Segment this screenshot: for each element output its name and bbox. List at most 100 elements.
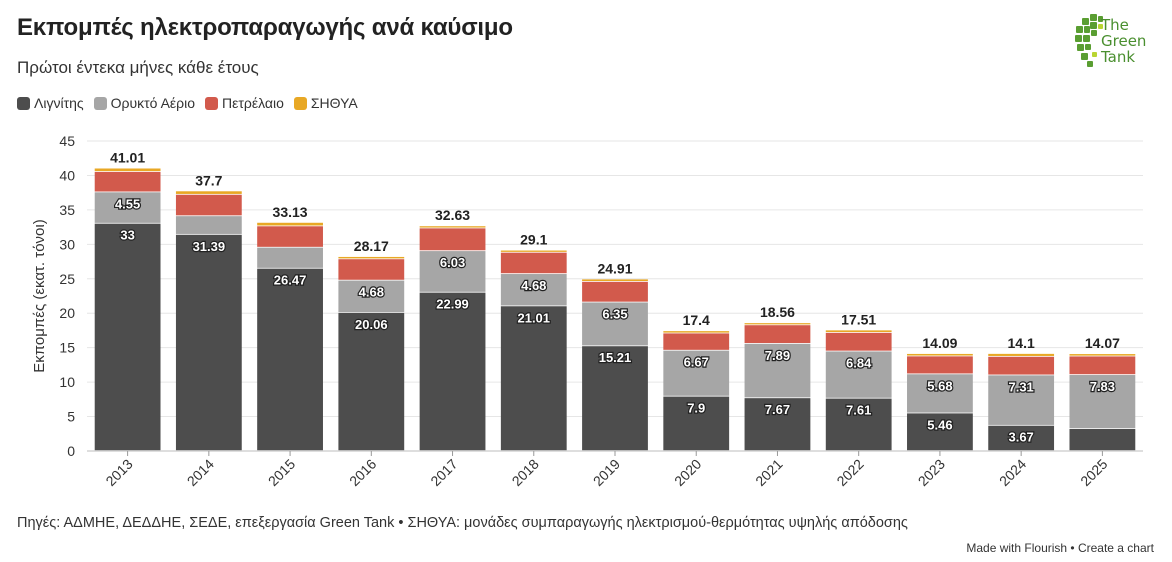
total-label: 37.7	[195, 172, 222, 188]
total-label: 41.01	[110, 149, 145, 165]
bar-segment	[988, 375, 1055, 425]
bar-segment	[825, 330, 892, 333]
bar-segment	[175, 194, 242, 216]
chart-title: Εκπομπές ηλεκτροπαραγωγής ανά καύσιμο	[17, 14, 513, 41]
bar-segment	[338, 259, 405, 280]
segment-label: 7.89	[765, 348, 790, 363]
bar-segment	[94, 171, 161, 192]
x-tick-label: 2022	[833, 456, 866, 489]
bar-segment	[1069, 354, 1136, 356]
segment-label: 7.9	[687, 401, 705, 416]
segment-label: 7.67	[765, 402, 790, 417]
segment-label: 5.68	[927, 378, 952, 393]
legend-item[interactable]: ΣΗΘΥΑ	[293, 95, 358, 111]
bar-segment	[419, 292, 486, 451]
bar-segment	[825, 351, 892, 398]
segment-label: 22.99	[436, 297, 469, 312]
x-tick-label: 2015	[265, 456, 298, 489]
segment-label: 31.39	[193, 239, 226, 254]
bar-segment	[1069, 375, 1136, 429]
bar-segment	[582, 281, 648, 302]
x-tick-label: 2025	[1077, 456, 1110, 489]
bar-segment	[94, 192, 161, 223]
segment-label: 4.55	[115, 196, 140, 211]
x-tick-label: 2023	[915, 456, 948, 489]
x-tick-label: 2018	[509, 456, 542, 489]
segment-label: 4.68	[359, 285, 384, 300]
y-tick-label: 0	[67, 443, 75, 459]
total-label: 14.09	[922, 335, 957, 351]
x-tick-label: 2017	[427, 456, 460, 489]
legend: Λιγνίτης Ορυκτό Αέριο Πετρέλαιο ΣΗΘΥΑ	[17, 95, 358, 111]
logo-text: The Green Tank	[1101, 17, 1146, 65]
y-tick-label: 45	[59, 133, 75, 149]
total-label: 17.4	[683, 312, 710, 328]
legend-swatch	[93, 96, 107, 110]
legend-label: Λιγνίτης	[34, 95, 84, 111]
leaf-grid-icon	[1075, 14, 1103, 67]
legend-item[interactable]: Ορυκτό Αέριο	[93, 95, 195, 111]
bar-segment	[663, 350, 730, 396]
segment-label: 7.83	[1090, 379, 1115, 394]
bar-segment	[500, 274, 567, 306]
y-tick-label: 15	[59, 340, 75, 356]
chart-subtitle: Πρώτοι έντεκα μήνες κάθε έτους	[17, 58, 259, 77]
legend-label: ΣΗΘΥΑ	[310, 95, 358, 111]
total-label: 18.56	[760, 304, 795, 320]
bar-segment	[94, 223, 161, 451]
bar-segment	[257, 247, 323, 268]
bar-segment	[582, 302, 648, 346]
y-tick-label: 35	[59, 202, 75, 218]
y-tick-label: 25	[59, 271, 75, 287]
segment-label: 21.01	[517, 310, 550, 325]
segment-label: 26.47	[274, 273, 307, 288]
x-tick-label: 2024	[996, 456, 1029, 489]
segment-label: 6.03	[440, 255, 465, 270]
total-label: 33.13	[273, 204, 308, 220]
bar-segment	[257, 222, 323, 226]
x-tick-label: 2020	[671, 456, 704, 489]
x-tick-label: 2016	[346, 456, 379, 489]
y-tick-label: 20	[59, 305, 75, 321]
bar-segment	[257, 268, 323, 451]
bar-segment	[825, 398, 892, 451]
bar-segment	[419, 228, 486, 251]
y-tick-label: 5	[67, 409, 75, 425]
legend-swatch	[205, 96, 219, 110]
total-label: 14.07	[1085, 335, 1120, 351]
y-axis-label: Εκπομπές (εκατ. τόνοι)	[31, 219, 48, 372]
segment-label: 3.67	[1008, 430, 1033, 445]
bar-segment	[907, 374, 973, 413]
bar-segment	[500, 306, 567, 451]
y-tick-label: 10	[59, 374, 75, 390]
legend-item[interactable]: Πετρέλαιο	[205, 95, 284, 111]
bar-segment	[419, 251, 486, 292]
bar-segment	[744, 323, 811, 325]
legend-item[interactable]: Λιγνίτης	[17, 95, 84, 111]
flourish-credit[interactable]: Made with Flourish • Create a chart	[966, 541, 1154, 555]
total-label: 32.63	[435, 207, 470, 223]
total-label: 24.91	[597, 260, 632, 276]
bar-segment	[1069, 428, 1136, 451]
bar-segment	[175, 216, 242, 234]
bar-segment	[338, 256, 405, 259]
bar-segment	[419, 226, 486, 228]
bar-segment	[825, 332, 892, 351]
bar-segment	[1069, 356, 1136, 375]
bar-segment	[988, 356, 1055, 375]
bar-segment	[988, 425, 1055, 451]
bar-segment	[663, 331, 730, 333]
segment-label: 20.06	[355, 317, 388, 332]
segment-label: 6.67	[684, 355, 709, 370]
bar-segment	[663, 396, 730, 451]
total-label: 29.1	[520, 232, 547, 248]
bar-segment	[338, 280, 405, 313]
segment-label: 6.35	[602, 306, 627, 321]
bar-segment	[744, 398, 811, 451]
bar-segment	[744, 325, 811, 344]
logo-line-1: The	[1101, 16, 1129, 34]
bar-segment	[907, 413, 973, 451]
segment-label: 33	[120, 228, 134, 243]
bar-segment	[663, 333, 730, 350]
